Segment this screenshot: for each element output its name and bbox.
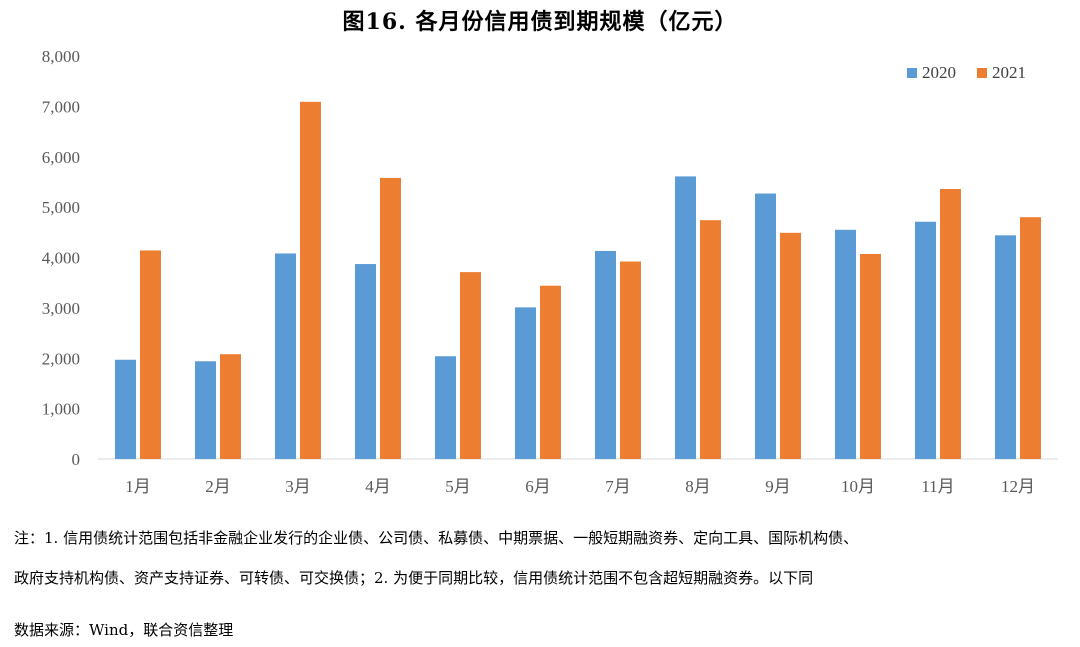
bar-2021-9 [780, 232, 801, 459]
x-tick-label: 5月 [445, 477, 471, 496]
x-tick-label: 3月 [285, 477, 311, 496]
bars [115, 101, 1041, 460]
legend-label-2020: 2020 [922, 63, 956, 82]
bar-2021-6 [540, 285, 561, 459]
y-axis: 0 1,000 2,000 3,000 4,000 5,000 6,000 7,000 8,00… [42, 47, 80, 469]
x-tick-label: 10月 [841, 477, 875, 496]
x-tick-label: 11月 [921, 477, 954, 496]
legend-swatch-2021 [977, 68, 987, 78]
bar-2021-2 [220, 354, 241, 459]
bar-2020-5 [435, 356, 456, 459]
bar-2020-7 [595, 250, 616, 459]
bar-chart: 0 1,000 2,000 3,000 4,000 5,000 6,000 7,000 8,00… [42, 47, 1058, 496]
legend: 2020 2021 [907, 63, 1026, 82]
bar-2020-9 [755, 193, 776, 459]
note-line-1: 注：1. 信用债统计范围包括非金融企业发行的企业债、公司债、私募债、中期票据、一… [14, 529, 859, 547]
y-tick-label: 6,000 [42, 148, 80, 167]
x-tick-label: 12月 [1001, 477, 1035, 496]
bar-2020-11 [915, 221, 936, 459]
y-tick-label: 3,000 [42, 299, 80, 318]
x-tick-label: 7月 [605, 477, 631, 496]
x-tick-label: 2月 [205, 477, 231, 496]
y-tick-label: 5,000 [42, 198, 80, 217]
bar-2021-10 [860, 253, 881, 459]
bar-2020-6 [515, 307, 536, 459]
bar-2021-11 [940, 188, 961, 460]
x-axis: 1月 2月 3月 4月 5月 6月 7月 8月 9月 10月 11月 12月 [98, 458, 1058, 496]
bar-2021-12 [1020, 217, 1041, 459]
y-tick-label: 2,000 [42, 349, 80, 368]
x-tick-label: 9月 [765, 477, 791, 496]
source-note: 数据来源：Wind，联合资信整理 [14, 621, 234, 639]
bar-2021-1 [140, 250, 161, 459]
note-line-2: 政府支持机构债、资产支持证券、可转债、可交换债；2. 为便于同期比较，信用债统计… [14, 569, 814, 587]
y-tick-label: 8,000 [42, 47, 80, 66]
bar-2021-5 [460, 272, 481, 459]
bar-2020-10 [835, 229, 856, 459]
bar-2021-3 [300, 101, 321, 459]
x-tick-label: 1月 [125, 477, 151, 496]
y-tick-label: 1,000 [42, 400, 80, 419]
legend-label-2021: 2021 [992, 63, 1026, 82]
bar-2021-8 [700, 220, 721, 459]
bar-2020-4 [355, 264, 376, 459]
bar-2020-2 [195, 361, 216, 459]
y-tick-label: 7,000 [42, 97, 80, 116]
x-tick-label: 4月 [365, 477, 391, 496]
bar-2020-8 [675, 176, 696, 460]
bar-2021-4 [380, 177, 401, 459]
bar-2021-7 [620, 261, 641, 459]
y-tick-label: 0 [72, 450, 81, 469]
bar-2020-1 [115, 359, 136, 459]
bar-2020-3 [275, 253, 296, 459]
chart-title: 图16. 各月份信用债到期规模（亿元） [342, 9, 738, 35]
x-tick-label: 8月 [685, 477, 711, 496]
legend-swatch-2020 [907, 68, 917, 78]
x-tick-label: 6月 [525, 477, 551, 496]
y-tick-label: 4,000 [42, 249, 80, 268]
bar-2020-12 [995, 235, 1016, 459]
